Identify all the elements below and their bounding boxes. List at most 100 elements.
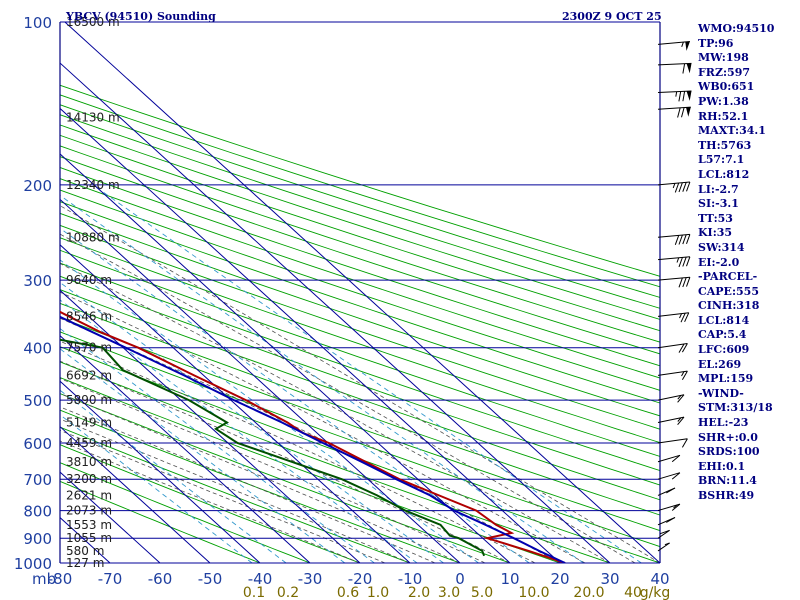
wind-barb-flag: [678, 234, 683, 245]
pressure-tick-label: 100: [23, 14, 52, 32]
index-item: EI:-2.0: [698, 255, 740, 269]
wind-barb: [657, 181, 691, 193]
height-label: 2621 m: [66, 488, 112, 502]
index-item: L57:7.1: [698, 153, 745, 167]
index-item: SI:-3.1: [698, 197, 739, 211]
pressure-unit-label: mb: [32, 570, 56, 588]
height-label: 10880 m: [66, 230, 120, 244]
isotherm-line: [60, 107, 561, 563]
wind-barb-pennant: [686, 91, 692, 101]
wind-barb-flag: [682, 277, 687, 288]
wind-barb-half-flag: [676, 257, 680, 263]
height-label: 5890 m: [66, 393, 112, 407]
dry-adiabat-line: [60, 331, 660, 548]
wind-barb-staff: [657, 529, 670, 539]
dry-adiabat-line: [60, 178, 660, 379]
temperature-tick-label: -60: [148, 570, 173, 588]
wind-barb: [657, 370, 688, 381]
wind-barb-staff: [657, 233, 690, 238]
dry-adiabat-line: [60, 156, 660, 355]
index-item: FRZ:597: [698, 65, 751, 79]
wind-barb-staff: [657, 276, 690, 281]
dry-adiabat-line: [60, 289, 660, 501]
wind-barb-flag: [677, 107, 681, 118]
temperature-tick-label: 40: [650, 570, 669, 588]
height-label: 7570 m: [66, 341, 112, 355]
height-label: 580 m: [66, 544, 104, 558]
stability-indices-panel: WMO:94510 TP:96 MW:198 FRZ:597 WB0:651 PW:1.3…: [698, 22, 798, 504]
wind-barb-flag: [678, 91, 682, 102]
wind-barb-flag: [682, 256, 687, 267]
mixing-ratio-label: 3.0: [438, 585, 460, 600]
pressure-tick-label: 900: [23, 530, 52, 548]
height-label: 3200 m: [66, 472, 112, 486]
wind-barb-flag: [671, 472, 681, 480]
wind-barb-flag: [681, 107, 685, 118]
wind-barb-staff: [657, 41, 690, 45]
wind-barb: [657, 517, 676, 526]
dry-adiabat-line: [60, 346, 660, 563]
index-item: -PARCEL-: [698, 270, 758, 284]
mixing-ratio-line: [92, 184, 642, 563]
isotherm-line: [60, 471, 161, 563]
wind-barb: [657, 276, 691, 288]
index-item: HEL:-23: [698, 416, 749, 430]
wind-barb-flag: [686, 181, 691, 192]
temperature-tick-label: -80: [48, 570, 73, 588]
pressure-tick-label: 600: [23, 435, 52, 453]
pressure-tick-label: 1000: [14, 555, 52, 573]
wind-barb-flag: [677, 416, 685, 426]
wind-barb-pennant: [686, 63, 692, 74]
mixing-ratio-line: [60, 194, 584, 563]
wind-barb-half-flag: [672, 183, 676, 189]
wind-barb-flag: [686, 234, 691, 244]
height-label: 16500 m: [66, 15, 120, 29]
mixing-ratio-label: 0.2: [277, 585, 299, 600]
isotherm-line: [60, 62, 611, 563]
moist-adiabat-line: [60, 291, 586, 563]
wind-barb-flag: [682, 91, 686, 102]
wind-barb-staff: [657, 312, 689, 317]
height-label: 1553 m: [66, 518, 112, 532]
dry-adiabat-line: [60, 104, 660, 298]
chart-title: YBCV (94510) Sounding: [65, 10, 216, 23]
temperature-tick-label: -20: [348, 570, 373, 588]
mixing-ratio-line: [60, 299, 418, 563]
isotherm-line: [0, 22, 10, 563]
dry-adiabat-line: [60, 480, 261, 563]
wind-barb-half-flag: [677, 417, 682, 422]
dry-adiabat-line: [60, 249, 660, 457]
index-item: CAPE:555: [698, 284, 759, 298]
dry-adiabat-line: [60, 145, 660, 343]
index-item: WMO:94510: [698, 22, 775, 35]
mixing-ratio-line: [60, 414, 253, 563]
temperature-tick-label: -50: [198, 570, 223, 588]
wind-barb-flag: [678, 257, 683, 268]
index-item: SW:314: [698, 240, 745, 254]
index-item: TT:53: [698, 211, 733, 225]
wind-barb-flag: [682, 63, 686, 74]
index-item: PW:1.38: [698, 94, 749, 108]
wind-barb-half-flag: [664, 542, 670, 546]
wind-barb: [657, 472, 681, 480]
index-item: CAP:5.4: [698, 328, 747, 342]
wind-barb-flag: [671, 503, 681, 511]
isotherm-line: [60, 335, 311, 563]
index-item: -WIND-: [698, 386, 744, 400]
dry-adiabat-line: [60, 189, 660, 391]
pressure-tick-label: 400: [23, 340, 52, 358]
wind-barb-flag: [681, 370, 688, 381]
index-item: TP:96: [698, 36, 734, 50]
isotherm-line: [60, 289, 361, 563]
dry-adiabat-line: [60, 237, 660, 444]
index-item: MPL:159: [698, 372, 754, 386]
index-item: CINH:318: [698, 299, 760, 313]
dry-adiabat-line: [60, 361, 611, 563]
isotherm-line: [60, 380, 261, 563]
pressure-tick-label: 300: [23, 272, 52, 290]
wind-barb-half-flag: [679, 313, 683, 319]
temperature-tick-label: -70: [98, 570, 123, 588]
dry-adiabat-line: [60, 114, 660, 309]
